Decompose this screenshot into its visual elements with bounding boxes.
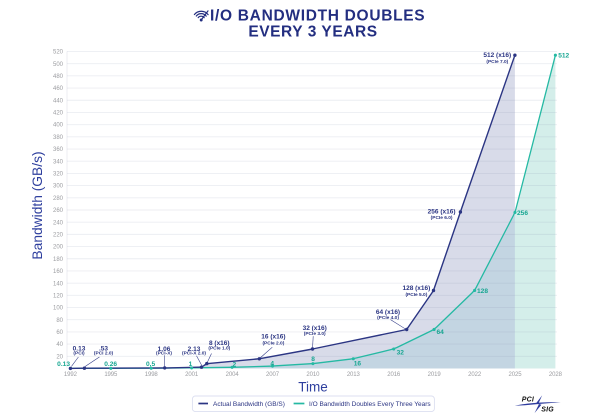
svg-text:140: 140 — [53, 281, 64, 287]
svg-text:(PCI): (PCI) — [73, 351, 85, 357]
svg-text:60: 60 — [56, 330, 63, 336]
svg-text:(PCI-X): (PCI-X) — [156, 351, 172, 357]
svg-text:1995: 1995 — [104, 372, 118, 378]
svg-text:I/O BANDWIDTH DOUBLES: I/O BANDWIDTH DOUBLES — [210, 8, 425, 25]
svg-text:(PCIe 4.0): (PCIe 4.0) — [377, 315, 399, 321]
svg-text:0,5: 0,5 — [146, 361, 155, 368]
svg-text:0.13: 0.13 — [57, 361, 70, 368]
svg-text:256 (x16): 256 (x16) — [428, 208, 456, 215]
svg-text:420: 420 — [53, 111, 64, 117]
svg-text:1.06: 1.06 — [158, 346, 171, 353]
svg-text:2013: 2013 — [347, 372, 361, 378]
svg-text:340: 340 — [53, 159, 64, 165]
svg-text:512 (x16): 512 (x16) — [483, 52, 511, 59]
svg-text:2001: 2001 — [185, 372, 199, 378]
svg-text:8: 8 — [311, 356, 315, 363]
svg-text:80: 80 — [56, 318, 63, 324]
svg-text:180: 180 — [53, 257, 64, 263]
svg-text:2.13: 2.13 — [188, 346, 201, 353]
svg-text:220: 220 — [53, 232, 64, 238]
svg-text:2007: 2007 — [266, 372, 280, 378]
svg-text:2025: 2025 — [509, 372, 523, 378]
svg-text:2016: 2016 — [387, 372, 401, 378]
svg-text:20: 20 — [56, 354, 63, 360]
svg-text:(PCIe 6.0): (PCIe 6.0) — [431, 215, 453, 221]
svg-text:1998: 1998 — [145, 372, 159, 378]
svg-text:Time: Time — [298, 380, 328, 395]
svg-text:(PCIe 5.0): (PCIe 5.0) — [405, 292, 427, 298]
svg-text:200: 200 — [53, 245, 64, 251]
svg-text:1: 1 — [189, 361, 193, 368]
svg-text:2004: 2004 — [226, 372, 240, 378]
svg-text:EVERY 3 YEARS: EVERY 3 YEARS — [248, 23, 377, 40]
svg-text:480: 480 — [53, 74, 64, 80]
svg-text:Bandwidth (GB/s): Bandwidth (GB/s) — [30, 151, 45, 259]
svg-text:2028: 2028 — [549, 372, 563, 378]
svg-text:440: 440 — [53, 98, 64, 104]
svg-text:8 (x16): 8 (x16) — [209, 340, 230, 347]
svg-text:(PCIe 7.0): (PCIe 7.0) — [486, 59, 508, 65]
svg-text:260: 260 — [53, 208, 64, 214]
svg-text:(PCIe 1.0): (PCIe 1.0) — [208, 345, 230, 351]
svg-text:SIG: SIG — [541, 406, 554, 413]
svg-text:280: 280 — [53, 196, 64, 202]
svg-text:40: 40 — [56, 342, 63, 348]
svg-text:16: 16 — [354, 360, 362, 367]
svg-text:2019: 2019 — [428, 372, 442, 378]
svg-text:32 (x16): 32 (x16) — [303, 325, 327, 332]
svg-text:0.13: 0.13 — [73, 346, 86, 353]
svg-text:PCI: PCI — [522, 396, 535, 403]
svg-text:120: 120 — [53, 293, 64, 299]
svg-text:300: 300 — [53, 184, 64, 190]
svg-text:320: 320 — [53, 172, 64, 178]
svg-text:Actual Bandwidth (GB/S): Actual Bandwidth (GB/S) — [213, 401, 285, 408]
svg-text:I/O Bandwidth Doubles Every Th: I/O Bandwidth Doubles Every Three Years — [309, 401, 431, 408]
svg-text:(PCIe 3.0): (PCIe 3.0) — [304, 331, 326, 337]
svg-text:1992: 1992 — [64, 372, 78, 378]
svg-text:380: 380 — [53, 135, 64, 141]
svg-text:400: 400 — [53, 123, 64, 129]
svg-text:4: 4 — [270, 361, 274, 368]
svg-text:0.26: 0.26 — [104, 361, 117, 368]
svg-text:.53: .53 — [99, 346, 108, 353]
svg-text:500: 500 — [53, 62, 64, 68]
svg-text:128 (x16): 128 (x16) — [402, 285, 430, 292]
svg-text:32: 32 — [397, 350, 405, 357]
svg-text:240: 240 — [53, 220, 64, 226]
svg-text:(PCIe 2.0): (PCIe 2.0) — [262, 341, 284, 347]
svg-text:2010: 2010 — [306, 372, 320, 378]
svg-text:100: 100 — [53, 306, 64, 312]
svg-text:(PCI 2.0): (PCI 2.0) — [94, 351, 114, 357]
svg-text:64 (x16): 64 (x16) — [376, 309, 400, 316]
svg-text:2022: 2022 — [468, 372, 482, 378]
svg-text:(PCI-X 2.0): (PCI-X 2.0) — [182, 351, 206, 357]
svg-text:256: 256 — [517, 210, 528, 217]
svg-text:512: 512 — [558, 52, 569, 59]
svg-text:128: 128 — [477, 288, 488, 295]
svg-text:360: 360 — [53, 147, 64, 153]
svg-text:16 (x16): 16 (x16) — [261, 334, 285, 341]
svg-text:160: 160 — [53, 269, 64, 275]
svg-text:520: 520 — [53, 50, 64, 56]
svg-text:64: 64 — [437, 329, 445, 336]
svg-text:2: 2 — [232, 362, 236, 369]
svg-text:460: 460 — [53, 86, 64, 92]
